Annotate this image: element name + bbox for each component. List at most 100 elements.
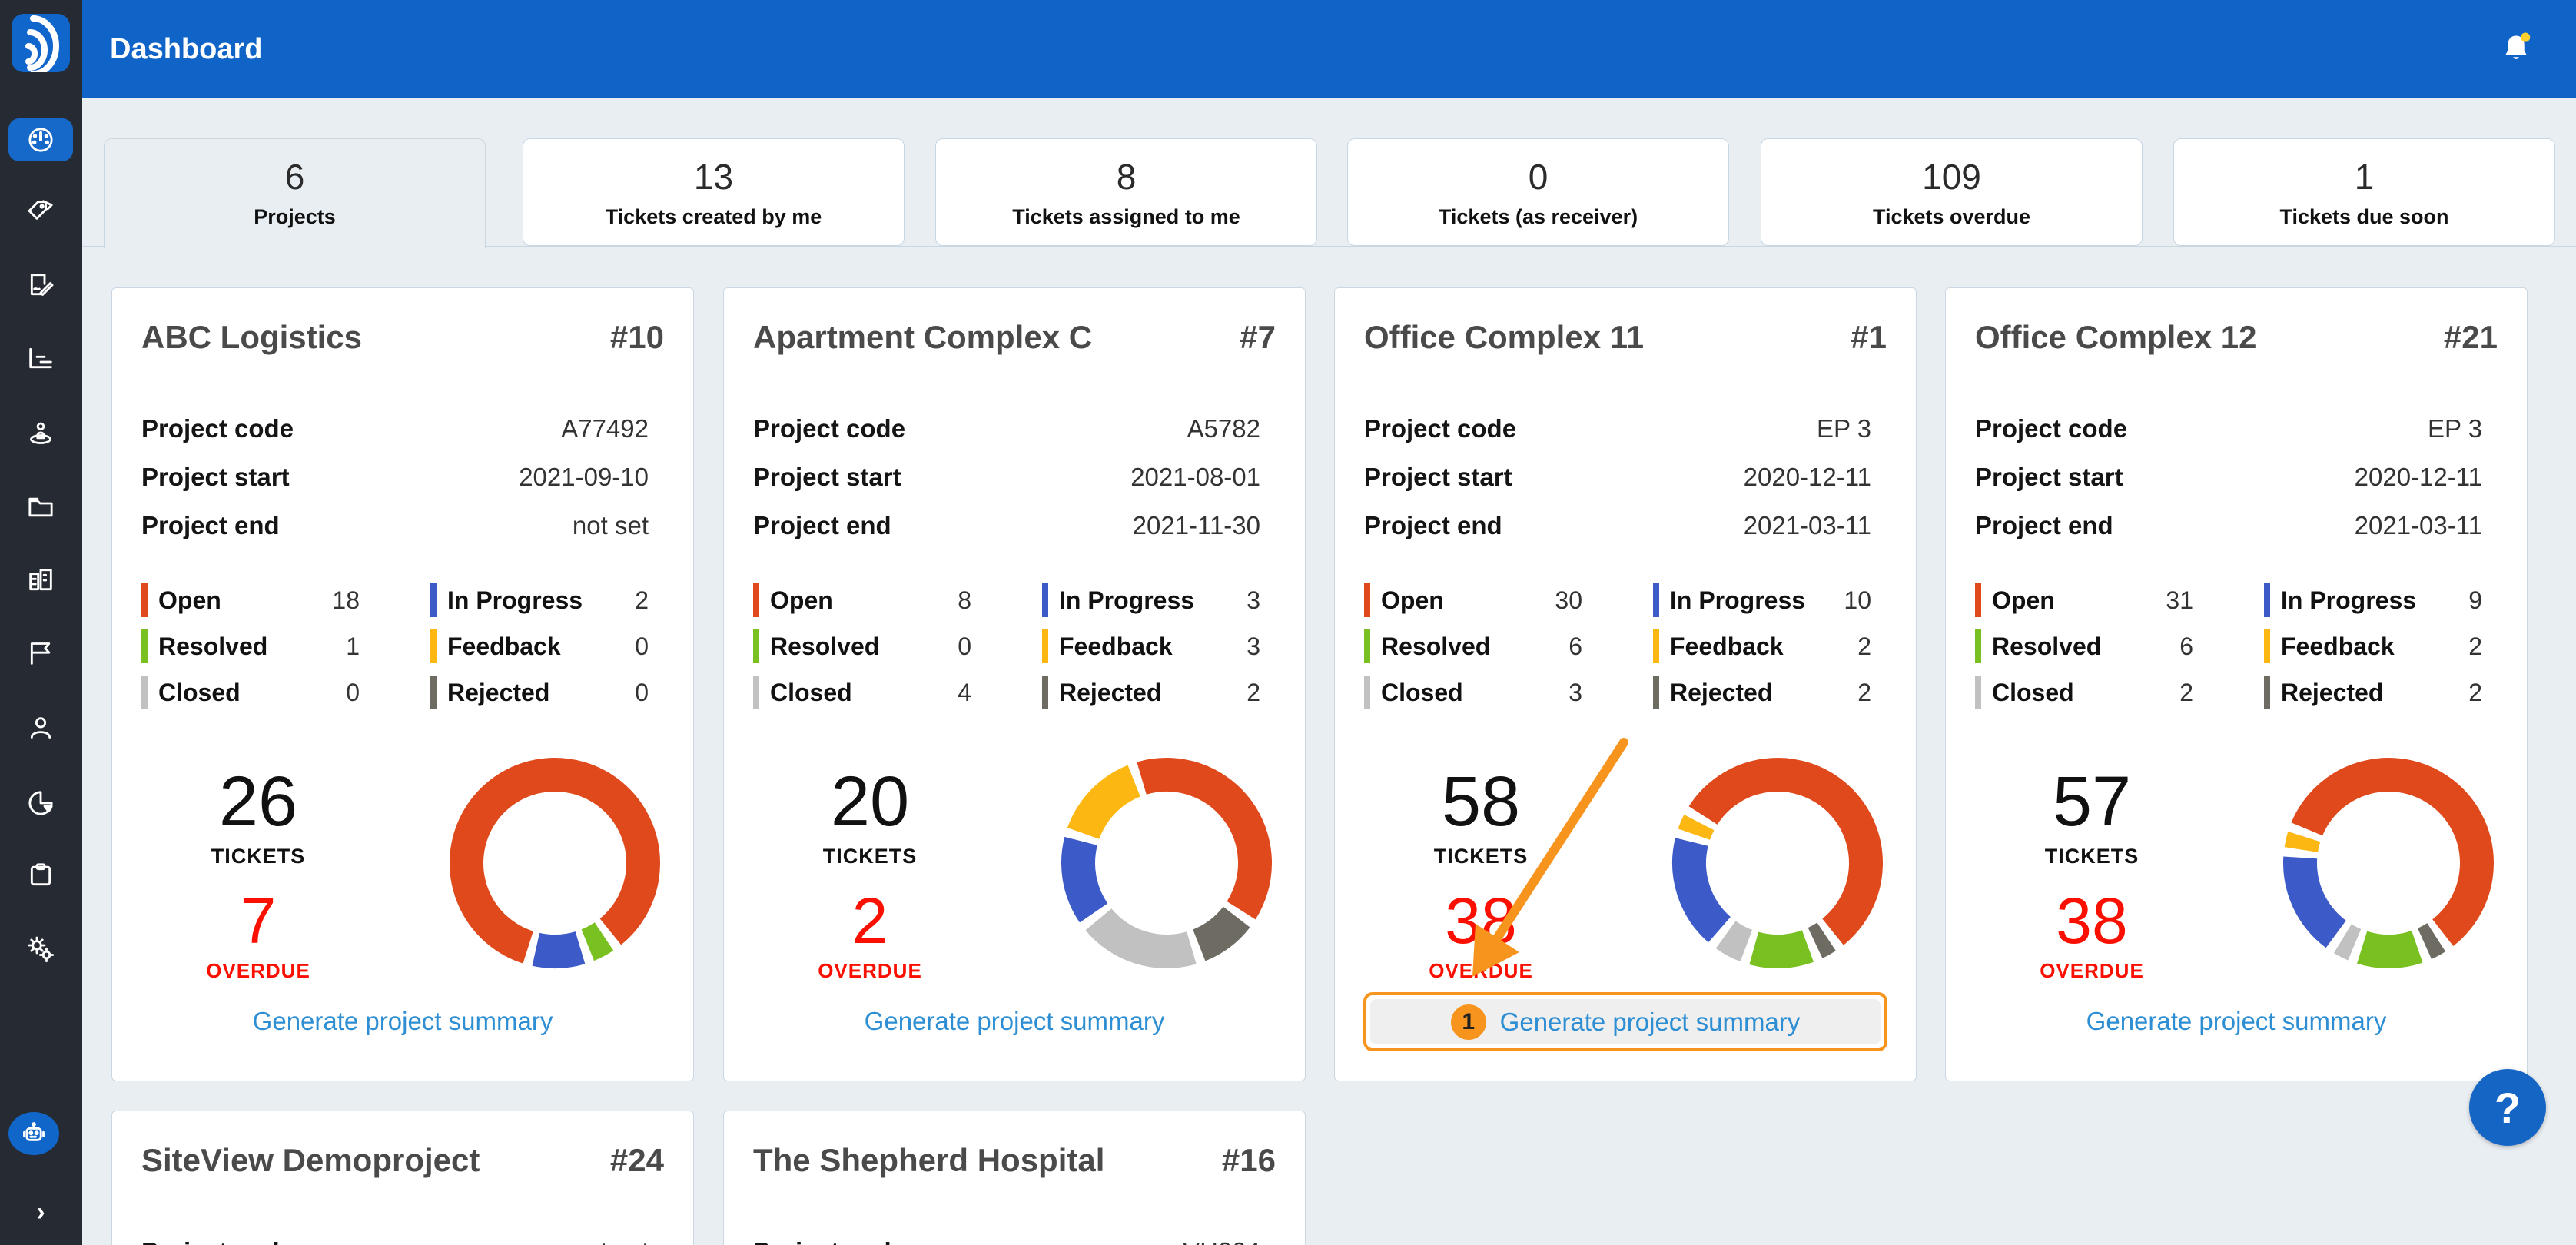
sidebar-item-flags[interactable] <box>8 632 73 675</box>
project-start-value: 2021-09-10 <box>519 462 649 491</box>
surveyor-icon <box>30 422 51 444</box>
project-name: SiteView Demoproject <box>141 1142 480 1178</box>
status-legend-item: In Progress 10 <box>1653 577 1887 623</box>
donut-segment-feedback <box>1067 765 1141 840</box>
sidebar-item-contacts[interactable] <box>8 706 73 749</box>
tab-label: Tickets due soon <box>2279 205 2449 228</box>
status-color-bar <box>141 676 148 709</box>
notifications-button[interactable] <box>2495 28 2538 71</box>
donut-segment-closed <box>2333 924 2362 961</box>
tab-tickets-overdue[interactable]: 109 Tickets overdue <box>1761 138 2143 246</box>
status-legend-item: Resolved 6 <box>1975 623 2209 669</box>
ticket-count: 57 <box>2052 762 2132 841</box>
tab-count: 109 <box>1922 157 1981 197</box>
project-card[interactable]: ABC Logistics #10 Project code A77492 Pr… <box>111 287 694 1081</box>
sidebar-item-report-chart[interactable] <box>8 337 73 380</box>
sidebar-item-companies[interactable] <box>8 559 73 602</box>
overdue-count: 7 <box>240 885 277 957</box>
sidebar-item-expand[interactable]: › <box>8 1190 73 1233</box>
sidebar-item-settings[interactable] <box>8 928 73 971</box>
project-card[interactable]: Apartment Complex C #7 Project code A578… <box>723 287 1306 1081</box>
tab-count: 0 <box>1528 157 1549 197</box>
status-color-bar <box>430 676 437 709</box>
project-meta: Project code A5782 Project start 2021-08… <box>753 404 1276 549</box>
ticket-count: 20 <box>830 762 910 841</box>
project-number: #1 <box>1851 319 1887 355</box>
donut-segment-in_progress <box>2283 856 2347 948</box>
help-button[interactable]: ? <box>2469 1069 2546 1146</box>
tab-tickets-due-soon[interactable]: 1 Tickets due soon <box>2173 138 2555 246</box>
generate-summary-link[interactable]: Generate project summary <box>2086 1007 2387 1035</box>
sidebar-item-surveyor[interactable] <box>8 412 73 455</box>
donut-segment-resolved <box>581 921 614 961</box>
donut-segment-closed <box>1085 908 1197 968</box>
status-legend-item: Feedback 2 <box>1653 623 1887 669</box>
donut-segment-in_progress <box>532 931 586 968</box>
donut-segment-in_progress <box>1061 836 1108 923</box>
generate-summary-link: Generate project summary <box>1499 1007 1801 1036</box>
sidebar: › <box>0 0 82 1245</box>
project-card[interactable]: Office Complex 11 #1 Project code EP 3 P… <box>1334 287 1917 1081</box>
sidebar-item-tags[interactable] <box>8 191 73 234</box>
ticket-count: 58 <box>1441 762 1521 841</box>
logo-arcs-icon <box>25 15 60 77</box>
main-content: 6 Projects 13 Tickets created by me 8 Ti… <box>82 98 2576 1245</box>
status-color-bar <box>1653 583 1659 617</box>
status-color-bar <box>430 629 437 663</box>
project-number: #21 <box>2443 319 2498 355</box>
sidebar-item-tasks[interactable] <box>8 854 73 897</box>
status-legend-item: Closed 2 <box>1975 669 2209 715</box>
project-code-row: Project code not set <box>141 1227 664 1245</box>
tab-label: Tickets (as receiver) <box>1438 205 1638 228</box>
project-card[interactable]: Office Complex 12 #21 Project code EP 3 … <box>1945 287 2528 1081</box>
project-card[interactable]: The Shepherd Hospital #16 Project code V… <box>723 1111 1306 1245</box>
status-legend-item: In Progress 3 <box>1042 577 1276 623</box>
status-legend-item: Rejected 2 <box>2264 669 2498 715</box>
project-card[interactable]: SiteView Demoproject #24 Project code no… <box>111 1111 694 1245</box>
project-number: #7 <box>1240 319 1276 355</box>
sidebar-item-documents[interactable] <box>8 486 73 529</box>
tags-icon <box>28 200 53 220</box>
sign-document-icon <box>30 274 54 296</box>
status-color-bar <box>1364 676 1370 709</box>
person-icon <box>30 717 51 739</box>
tab-tickets-assigned[interactable]: 8 Tickets assigned to me <box>935 138 1317 246</box>
gears-icon <box>28 936 55 963</box>
folder-icon <box>28 497 53 517</box>
app-logo[interactable] <box>12 14 70 77</box>
status-donut-chart <box>1061 758 1272 968</box>
project-meta: Project code EP 3 Project start 2020-12-… <box>1364 404 1887 549</box>
project-name: The Shepherd Hospital <box>753 1142 1105 1178</box>
tab-projects[interactable]: 6 Projects <box>104 138 486 248</box>
sidebar-item-sign-document[interactable] <box>8 264 73 307</box>
donut-segment-rejected <box>2417 922 2446 960</box>
generate-summary-button[interactable]: 1 Generate project summary <box>1370 999 1881 1044</box>
status-legend-item: Feedback 0 <box>430 623 664 669</box>
tab-tickets-created[interactable]: 13 Tickets created by me <box>523 138 905 246</box>
status-color-bar <box>1975 629 1981 663</box>
project-start-value: 2021-08-01 <box>1130 462 1260 491</box>
status-legend-item: Rejected 2 <box>1042 669 1276 715</box>
donut-segment-rejected <box>1192 906 1250 961</box>
tab-tickets-receiver[interactable]: 0 Tickets (as receiver) <box>1347 138 1729 246</box>
tab-count: 1 <box>2354 157 2375 197</box>
tab-label: Tickets created by me <box>605 205 822 228</box>
page-title: Dashboard <box>110 32 263 65</box>
card-footer: Generate project summary <box>112 1007 693 1036</box>
status-color-bar <box>141 583 148 617</box>
overdue-count: 2 <box>851 885 888 957</box>
sidebar-item-statistics[interactable] <box>8 782 73 825</box>
sidebar-item-dashboard[interactable] <box>8 118 73 161</box>
status-color-bar <box>1364 583 1370 617</box>
status-color-bar <box>1975 676 1981 709</box>
ticket-stats: 26 TICKETS 7 OVERDUE <box>158 766 358 983</box>
status-color-bar <box>430 583 437 617</box>
dashboard-gauge-icon <box>28 128 53 152</box>
project-code-value: EP 3 <box>1817 413 1871 443</box>
ticket-stats: 57 TICKETS 38 OVERDUE <box>1992 766 2192 983</box>
generate-summary-link[interactable]: Generate project summary <box>252 1007 553 1035</box>
status-legend-item: In Progress 9 <box>2264 577 2498 623</box>
ticket-count: 26 <box>218 762 298 841</box>
sidebar-item-chatbot[interactable] <box>8 1112 59 1155</box>
generate-summary-link[interactable]: Generate project summary <box>864 1007 1165 1035</box>
